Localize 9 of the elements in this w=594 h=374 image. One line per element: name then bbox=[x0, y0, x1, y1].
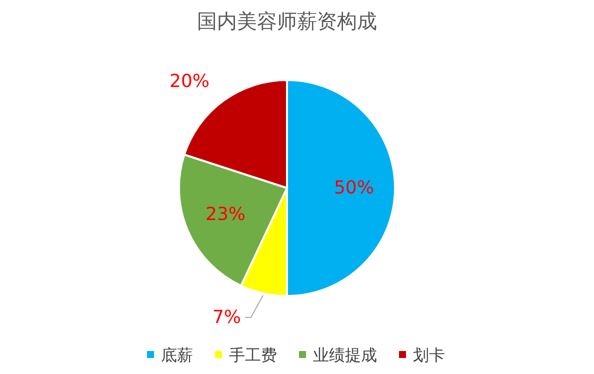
legend-label: 手工费 bbox=[229, 346, 277, 364]
chart-title: 国内美容师薪资构成 bbox=[197, 9, 377, 33]
data-label: 7% bbox=[212, 306, 242, 328]
data-label: 23% bbox=[206, 204, 246, 226]
legend-label: 划卡 bbox=[413, 346, 445, 364]
legend-label: 业绩提成 bbox=[313, 346, 377, 364]
data-label: 20% bbox=[170, 70, 210, 92]
legend-label: 底薪 bbox=[161, 346, 193, 364]
data-label: 50% bbox=[334, 178, 374, 198]
